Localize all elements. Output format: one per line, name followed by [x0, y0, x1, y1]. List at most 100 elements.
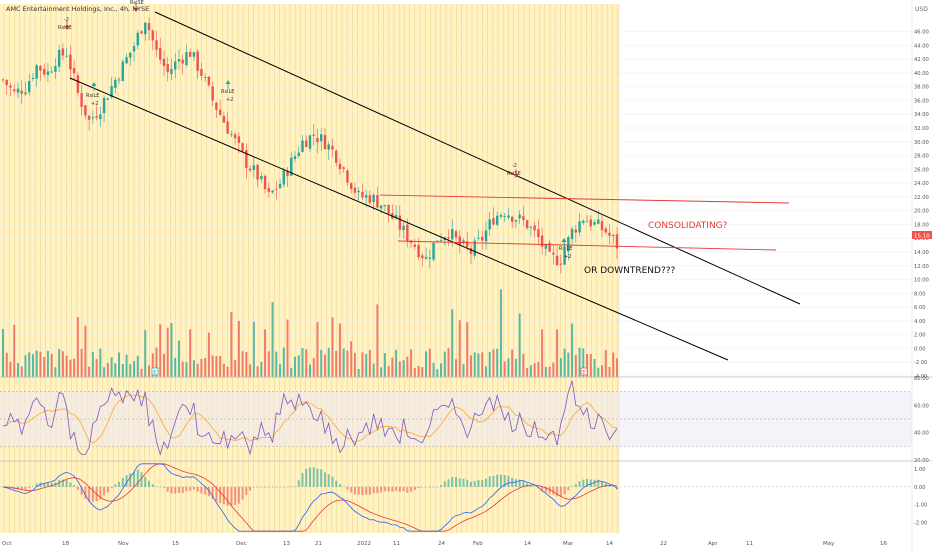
candle-body[interactable] [200, 69, 203, 76]
candle-body[interactable] [5, 79, 8, 86]
candle-body[interactable] [398, 215, 402, 230]
sell-signal-arrow[interactable] [64, 26, 70, 30]
candle-body[interactable] [387, 204, 390, 214]
candle-body[interactable] [432, 242, 435, 260]
candle-body[interactable] [293, 156, 297, 160]
rsi-line[interactable] [2, 380, 618, 456]
candle-body[interactable] [170, 69, 173, 74]
volume-event-marker[interactable] [580, 367, 588, 376]
candle-body[interactable] [132, 46, 136, 52]
candle-body[interactable] [349, 183, 353, 189]
candle-body[interactable] [364, 195, 368, 198]
candle-body[interactable] [136, 32, 139, 46]
candle-body[interactable] [72, 67, 76, 74]
candle-body[interactable] [129, 52, 132, 58]
candle-body[interactable] [428, 257, 432, 259]
candle-body[interactable] [84, 105, 87, 116]
candle-body[interactable] [507, 215, 510, 218]
candle-body[interactable] [117, 79, 121, 81]
candle-body[interactable] [57, 49, 61, 67]
candle-body[interactable] [585, 221, 589, 223]
candle-body[interactable] [20, 90, 23, 94]
candle-body[interactable] [499, 215, 503, 217]
candle-body[interactable] [290, 157, 293, 176]
sell-signal-arrow[interactable] [513, 174, 519, 178]
candle-body[interactable] [226, 121, 229, 134]
candle-body[interactable] [39, 65, 42, 71]
candle-body[interactable] [361, 191, 364, 198]
candle-body[interactable] [578, 221, 581, 233]
candle-body[interactable] [327, 144, 330, 150]
candle-body[interactable] [87, 115, 91, 120]
candle-body[interactable] [559, 263, 563, 265]
candle-body[interactable] [252, 165, 256, 170]
candle-body[interactable] [181, 59, 184, 64]
candle-body[interactable] [99, 114, 102, 120]
candle-body[interactable] [525, 220, 529, 229]
candle-body[interactable] [151, 30, 154, 41]
candle-body[interactable] [372, 194, 375, 203]
channel-upper-line[interactable] [154, 11, 801, 305]
candle-body[interactable] [331, 145, 334, 150]
candle-body[interactable] [61, 48, 65, 56]
candle-body[interactable] [394, 215, 398, 218]
candle-body[interactable] [162, 58, 166, 67]
candle-body[interactable] [338, 163, 342, 170]
candle-body[interactable] [54, 65, 57, 72]
candle-body[interactable] [323, 134, 327, 150]
candle-body[interactable] [421, 255, 424, 259]
candle-body[interactable] [458, 236, 461, 246]
candle-body[interactable] [402, 225, 405, 231]
candle-body[interactable] [600, 221, 604, 231]
candle-body[interactable] [144, 22, 147, 35]
candle-body[interactable] [612, 234, 615, 237]
candle-body[interactable] [260, 176, 263, 180]
candle-body[interactable] [615, 234, 619, 249]
candle-body[interactable] [166, 64, 169, 73]
candle-body[interactable] [548, 242, 551, 252]
candle-body[interactable] [267, 188, 271, 192]
candle-body[interactable] [570, 228, 574, 240]
candle-body[interactable] [608, 232, 611, 236]
candle-body[interactable] [574, 229, 578, 233]
candle-body[interactable] [245, 150, 248, 168]
range-lower-line[interactable] [397, 240, 777, 251]
candle-body[interactable] [503, 215, 506, 217]
candle-body[interactable] [312, 134, 315, 136]
candle-body[interactable] [510, 216, 514, 222]
candle-body[interactable] [451, 229, 454, 240]
candle-body[interactable] [320, 134, 323, 142]
candle-body[interactable] [65, 55, 68, 57]
candle-body[interactable] [125, 57, 128, 64]
candle-body[interactable] [46, 71, 50, 75]
candle-body[interactable] [248, 168, 252, 171]
candle-body[interactable] [114, 79, 117, 88]
candle-body[interactable] [76, 75, 80, 93]
candle-body[interactable] [192, 52, 196, 57]
candle-body[interactable] [203, 77, 207, 78]
candle-body[interactable] [102, 98, 106, 114]
candle-body[interactable] [424, 256, 428, 259]
candle-body[interactable] [177, 59, 181, 62]
candle-body[interactable] [95, 115, 98, 118]
candle-body[interactable] [207, 76, 211, 86]
sell-signal-arrow[interactable] [133, 8, 139, 12]
candle-body[interactable] [13, 89, 16, 92]
candle-body[interactable] [42, 68, 46, 75]
candle-body[interactable] [174, 61, 177, 70]
candle-body[interactable] [589, 219, 592, 227]
candle-body[interactable] [16, 88, 20, 93]
candle-body[interactable] [342, 167, 345, 169]
candle-body[interactable] [544, 244, 548, 249]
candle-body[interactable] [447, 237, 450, 239]
candle-body[interactable] [376, 195, 379, 208]
candle-body[interactable] [533, 225, 536, 231]
candle-body[interactable] [185, 52, 188, 66]
candle-body[interactable] [495, 215, 499, 225]
candle-body[interactable] [439, 240, 443, 242]
candle-body[interactable] [31, 77, 35, 79]
candle-body[interactable] [9, 85, 12, 88]
candle-body[interactable] [297, 152, 300, 157]
candle-body[interactable] [222, 116, 226, 123]
candle-body[interactable] [35, 65, 38, 79]
